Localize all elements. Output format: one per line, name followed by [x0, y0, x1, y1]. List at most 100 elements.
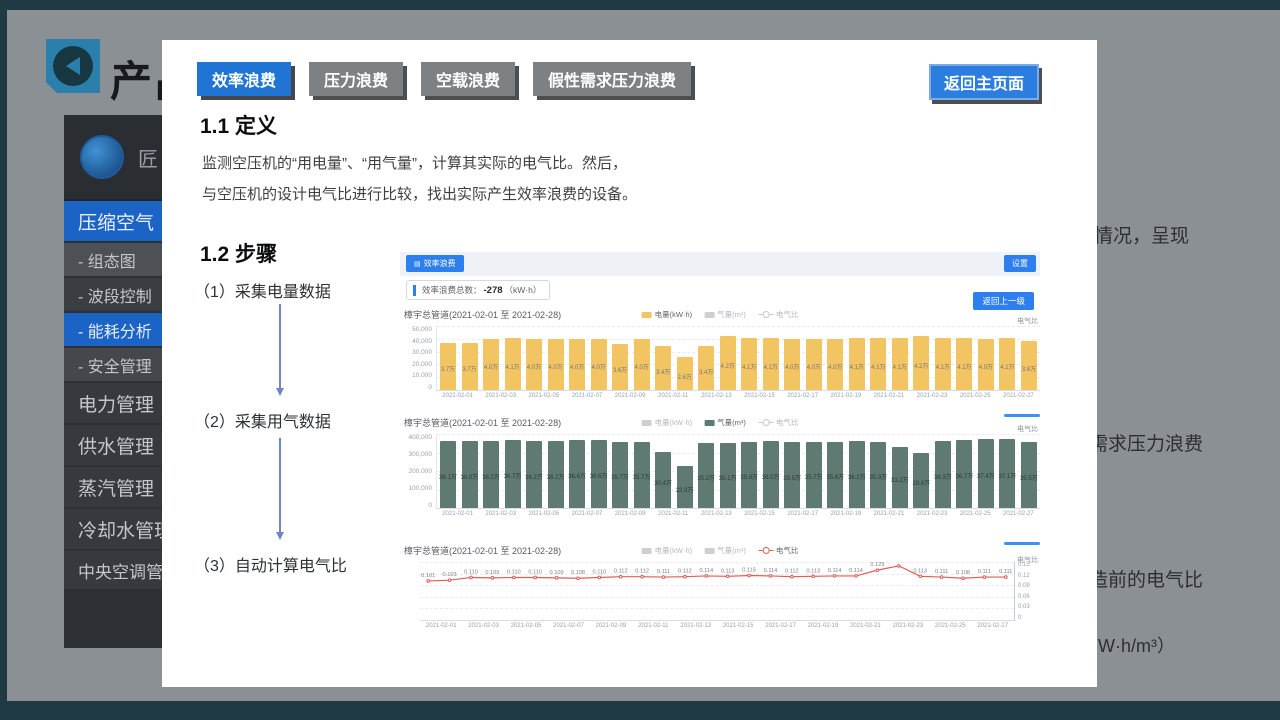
- bg-text-fragment: 造前的电气比: [1089, 570, 1204, 591]
- tab-压力浪费[interactable]: 压力浪费: [309, 62, 404, 96]
- svg-text:0.112: 0.112: [785, 569, 799, 575]
- tab-效率浪费[interactable]: 效率浪费: [197, 62, 292, 96]
- y-axis: [400, 562, 420, 621]
- bar: 36.6万: [590, 440, 607, 508]
- bar: 3.7万: [440, 342, 456, 390]
- svg-text:0.111: 0.111: [999, 569, 1012, 575]
- legend-swatch-icon: [641, 419, 652, 426]
- svg-text:0.114: 0.114: [764, 568, 778, 574]
- bar: 35.5万: [783, 442, 801, 508]
- bar: 4.0万: [569, 338, 586, 390]
- plot-area: 36.1万 36.0万 36.2万 36.7万 36.2万 36.2万 36.6万 36.6万…: [436, 434, 1040, 509]
- svg-text:0.111: 0.111: [657, 569, 670, 575]
- bar: 4.0万: [526, 338, 543, 390]
- svg-text:0.113: 0.113: [913, 568, 927, 574]
- bg-text-fragment: 情况，呈现: [1094, 226, 1190, 247]
- svg-text:0.110: 0.110: [593, 570, 607, 576]
- tab-假性需求压力浪费[interactable]: 假性需求压力浪费: [533, 62, 692, 96]
- x-axis: 2021-02-01 2021-02-03 2021-02-05 2021-02-07…: [442, 393, 1034, 399]
- svg-text:0.110: 0.110: [528, 570, 542, 576]
- scrollbar-indicator[interactable]: [1004, 542, 1040, 545]
- bar: 35.7万: [633, 441, 650, 508]
- svg-text:0.110: 0.110: [507, 570, 521, 576]
- chart-title: 樟宇总管道(2021-02-01 至 2021-02-28): [404, 418, 562, 428]
- definition-heading: 1.1 定义: [200, 115, 278, 138]
- right-y-axis: 0.15 0.12 0.09 0.06 0.03 0: [1014, 562, 1040, 621]
- legend-swatch-icon: [704, 419, 715, 426]
- svg-text:0.113: 0.113: [721, 568, 735, 574]
- bar: 33.2万: [891, 446, 909, 508]
- plot-area: 3.7万 3.7万 4.0万 4.1万 4.0万 4.0万 4.0万 4.0万 3.6万 4.0万…: [436, 326, 1040, 391]
- settings-button[interactable]: 设置: [1004, 255, 1036, 272]
- bar: 4.0万: [784, 338, 801, 390]
- legend-swatch-icon: [704, 311, 715, 318]
- legend-item[interactable]: 电气比: [758, 545, 798, 556]
- svg-text:0.140: 0.140: [892, 562, 906, 564]
- bar: 37.1万: [999, 439, 1016, 508]
- bar: 36.2万: [547, 441, 564, 508]
- down-arrow-icon: [276, 304, 284, 396]
- legend-item[interactable]: 电量(kW·h): [641, 545, 692, 556]
- bar: 4.1万: [891, 337, 908, 390]
- chart-legend: 电量(kW·h) 气量(m³) 电气比: [641, 545, 798, 556]
- scrollbar-indicator[interactable]: [1004, 414, 1040, 417]
- bar: 35.8万: [740, 441, 758, 508]
- bar: 4.1万: [762, 337, 779, 390]
- svg-text:0.109: 0.109: [485, 570, 499, 576]
- legend-item[interactable]: 电量(kW·h): [641, 417, 692, 428]
- right-axis-label: 电气比: [1017, 426, 1038, 433]
- legend-item[interactable]: 气量(m³): [704, 417, 746, 428]
- bar: 35.7万: [611, 441, 629, 508]
- bar: 4.0万: [590, 338, 607, 390]
- bar: 3.4万: [655, 346, 672, 390]
- desktop-top-strip: [0, 0, 1280, 10]
- legend-item[interactable]: 气量(m³): [704, 309, 746, 320]
- x-axis: 2021-02-01 2021-02-03 2021-02-05 2021-02-07…: [425, 623, 1009, 629]
- bar: 4.0万: [483, 338, 500, 390]
- right-axis-label: 电气比: [1017, 557, 1038, 564]
- bar: 3.7万: [461, 342, 478, 390]
- efficiency-waste-button[interactable]: ▤ 效率浪费: [406, 255, 464, 272]
- svg-text:0.110: 0.110: [464, 570, 478, 576]
- svg-text:0.101: 0.101: [421, 573, 435, 579]
- app-screenshot: ▤ 效率浪费 设置 效率浪费总数： -278 （kW·h） 返回上一级 樟宇总管道…: [400, 252, 1040, 644]
- bar: 30.4万: [654, 451, 672, 508]
- legend-swatch-icon: [641, 547, 652, 554]
- back-one-level-button[interactable]: 返回上一级: [973, 292, 1034, 310]
- legend-item[interactable]: 电气比: [758, 417, 798, 428]
- chart-legend: 电量(kW·h) 气量(m³) 电气比: [641, 417, 798, 428]
- bar: 36.0万: [762, 441, 780, 508]
- svg-text:0.129: 0.129: [870, 562, 884, 568]
- svg-text:0.114: 0.114: [828, 568, 842, 574]
- legend-item[interactable]: 气量(m³): [704, 545, 746, 556]
- app-toolbar: ▤ 效率浪费 设置: [400, 252, 1040, 276]
- return-home-button[interactable]: 返回主页面: [928, 64, 1039, 100]
- bar: 4.1万: [956, 337, 973, 390]
- legend-item[interactable]: 电量(kW·h): [641, 309, 692, 320]
- accent-bar: [413, 284, 416, 296]
- bar: 4.2万: [913, 336, 930, 390]
- bg-text-fragment: W·h/m³）: [1098, 636, 1175, 656]
- svg-text:0.114: 0.114: [849, 568, 863, 574]
- y-axis: 50,000 40,000 30,000 20,000 10,000 0: [412, 326, 432, 391]
- svg-text:0.114: 0.114: [699, 568, 713, 574]
- bar: 4.1万: [741, 337, 758, 390]
- legend-item[interactable]: 电气比: [758, 309, 798, 320]
- bar: 22.9万: [676, 465, 694, 508]
- svg-text:0.108: 0.108: [956, 570, 970, 576]
- bar: 3.8万: [1020, 341, 1037, 390]
- bar: 4.0万: [805, 338, 822, 390]
- legend-ring-icon: [758, 547, 774, 554]
- waste-total-box: 效率浪费总数： -278 （kW·h）: [406, 280, 551, 300]
- bar: 4.2万: [719, 336, 736, 390]
- bar: 36.1万: [848, 441, 866, 508]
- svg-text:0.112: 0.112: [614, 569, 628, 575]
- bg-text-fragment: 需求压力浪费: [1089, 434, 1204, 455]
- chart-legend: 电量(kW·h) 气量(m³) 电气比: [641, 309, 798, 320]
- bar: 36.3万: [934, 440, 952, 508]
- slide-back-badge[interactable]: [46, 39, 100, 93]
- chart-title: 樟宇总管道(2021-02-01 至 2021-02-28): [404, 546, 562, 556]
- bar: 4.0万: [547, 338, 564, 390]
- tab-空载浪费[interactable]: 空载浪费: [421, 62, 516, 96]
- chart-electricity: 樟宇总管道(2021-02-01 至 2021-02-28) 电量(kW·h) 气…: [400, 306, 1040, 399]
